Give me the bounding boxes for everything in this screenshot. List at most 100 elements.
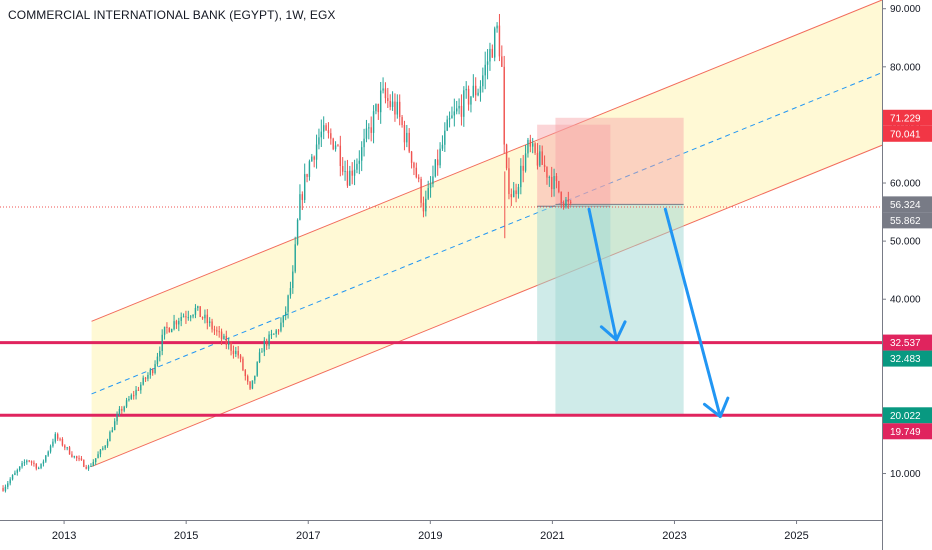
- candle-body: [315, 144, 318, 160]
- candle-body: [429, 184, 432, 189]
- candle-body: [280, 322, 282, 331]
- candle-body: [372, 111, 375, 133]
- candle-body: [299, 194, 301, 220]
- candle-body: [520, 165, 522, 188]
- price-tag: [883, 212, 932, 229]
- candle-body: [18, 466, 21, 471]
- candle-body: [569, 201, 572, 203]
- candle-body: [517, 187, 520, 195]
- candle-body: [142, 377, 144, 385]
- price-tag-label: 32.483: [890, 354, 921, 365]
- candle-body: [270, 334, 273, 336]
- candle-body: [85, 466, 87, 469]
- candle-body: [7, 483, 9, 487]
- candle-body: [439, 148, 441, 166]
- candle-body: [235, 350, 237, 355]
- candle-body: [197, 306, 199, 308]
- candle-body: [130, 395, 133, 400]
- candle-body: [61, 438, 64, 446]
- x-tick-label: 2013: [52, 530, 76, 542]
- candle-body: [135, 389, 137, 396]
- candle-body: [216, 330, 218, 332]
- candle-body: [249, 381, 251, 389]
- candle-body: [144, 377, 147, 379]
- price-tag: [883, 350, 932, 367]
- candle-body: [550, 177, 553, 190]
- candle-body: [512, 190, 515, 198]
- candle-body: [375, 103, 377, 112]
- take-profit-zone: [555, 204, 684, 416]
- candle-body: [56, 434, 59, 439]
- candle-body: [522, 165, 524, 171]
- candle-body: [213, 329, 216, 331]
- channel-upper-line: [91, 0, 883, 322]
- candle-body: [156, 356, 159, 365]
- candle-body: [360, 147, 363, 161]
- stop-loss-zone: [555, 117, 684, 205]
- candle-body: [358, 160, 361, 164]
- candle-body: [66, 447, 68, 449]
- candle-body: [175, 321, 178, 325]
- candle-body: [486, 61, 489, 65]
- candle-body: [415, 167, 418, 178]
- candle-body: [92, 462, 95, 466]
- candle-body: [368, 127, 370, 129]
- candle-body: [539, 151, 541, 166]
- candle-body: [47, 451, 49, 456]
- candle-body: [128, 399, 130, 401]
- candle-body: [99, 449, 102, 455]
- candle-body: [420, 178, 422, 203]
- candle-body: [254, 375, 256, 381]
- candle-body: [275, 330, 277, 334]
- candle-body: [263, 340, 266, 352]
- projection-arrow-head: [599, 320, 627, 342]
- y-tick-label: 90.000: [890, 4, 921, 15]
- candle-body: [178, 320, 180, 325]
- candle-body: [384, 88, 387, 99]
- candle-body: [121, 408, 123, 411]
- candle-body: [116, 414, 118, 422]
- candle-body: [199, 306, 201, 318]
- projection-arrow-shaft: [587, 207, 618, 342]
- x-tick-label: 2015: [174, 530, 198, 542]
- candle-body: [14, 472, 16, 475]
- candle-body: [467, 88, 470, 105]
- candle-body: [444, 130, 446, 145]
- x-tick-label: 2019: [418, 530, 442, 542]
- candle-body: [529, 139, 532, 147]
- position-zones: [537, 117, 684, 416]
- candle-body: [97, 454, 99, 459]
- price-tag-label: 56.324: [890, 200, 921, 211]
- candle-body: [536, 152, 539, 166]
- price-tag-label: 55.862: [890, 216, 921, 227]
- candle-body: [201, 317, 204, 319]
- candle-body: [189, 316, 192, 318]
- candle-body: [132, 395, 135, 397]
- chart-title: COMMERCIAL INTERNATIONAL BANK (EGYPT), 1…: [8, 8, 336, 22]
- candle-body: [318, 137, 320, 145]
- candle-body: [489, 48, 491, 62]
- candle-body: [322, 125, 325, 132]
- candle-body: [42, 461, 45, 464]
- candle-body: [125, 400, 128, 407]
- candle-body: [59, 438, 61, 440]
- candle-body: [344, 171, 346, 173]
- x-tick-label: 2023: [662, 530, 686, 542]
- candle-body: [2, 488, 4, 491]
- candle-body: [543, 164, 546, 167]
- candle-body: [251, 380, 254, 389]
- candle-body: [94, 458, 97, 463]
- candle-body: [370, 127, 372, 133]
- channel-lower-line: [91, 144, 883, 468]
- candle-body: [204, 314, 206, 319]
- candle-body: [351, 170, 353, 176]
- candle-body: [553, 176, 555, 190]
- regression-channel: [91, 0, 883, 468]
- price-tag: [883, 334, 932, 351]
- candle-body: [282, 315, 285, 323]
- candle-body: [54, 434, 57, 442]
- candle-body: [555, 176, 558, 181]
- candle-body: [168, 327, 171, 333]
- x-tick-label: 2017: [296, 530, 320, 542]
